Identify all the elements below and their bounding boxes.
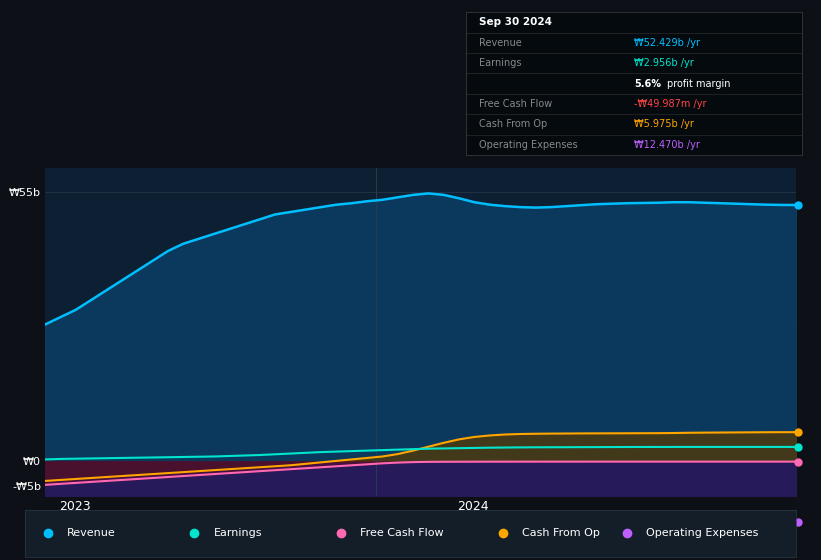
- Text: Free Cash Flow: Free Cash Flow: [479, 99, 553, 109]
- Text: Cash From Op: Cash From Op: [522, 529, 600, 538]
- Text: 5.6%: 5.6%: [634, 78, 661, 88]
- Text: Operating Expenses: Operating Expenses: [646, 529, 759, 538]
- Text: -₩49.987m /yr: -₩49.987m /yr: [634, 99, 706, 109]
- Text: Revenue: Revenue: [479, 38, 521, 48]
- Text: Earnings: Earnings: [213, 529, 262, 538]
- Text: Earnings: Earnings: [479, 58, 521, 68]
- Text: profit margin: profit margin: [667, 78, 731, 88]
- Text: Free Cash Flow: Free Cash Flow: [360, 529, 444, 538]
- Text: ₩12.470b /yr: ₩12.470b /yr: [634, 140, 699, 150]
- Text: ₩2.956b /yr: ₩2.956b /yr: [634, 58, 694, 68]
- Text: ₩5.975b /yr: ₩5.975b /yr: [634, 119, 694, 129]
- Text: ₩52.429b /yr: ₩52.429b /yr: [634, 38, 699, 48]
- Text: Cash From Op: Cash From Op: [479, 119, 548, 129]
- Text: Sep 30 2024: Sep 30 2024: [479, 17, 552, 27]
- Text: Operating Expenses: Operating Expenses: [479, 140, 578, 150]
- Text: Revenue: Revenue: [67, 529, 116, 538]
